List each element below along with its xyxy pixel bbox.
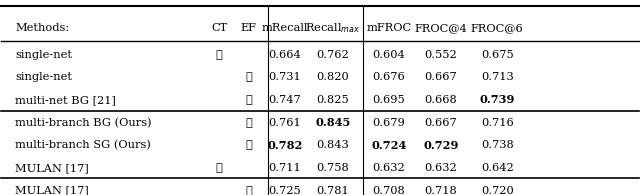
- Text: 0.820: 0.820: [316, 72, 349, 82]
- Text: 0.632: 0.632: [372, 163, 405, 173]
- Text: 0.825: 0.825: [316, 95, 349, 105]
- Text: 0.667: 0.667: [425, 118, 458, 128]
- Text: Recall$_{max}$: Recall$_{max}$: [305, 21, 360, 35]
- Text: CT: CT: [211, 23, 227, 33]
- Text: 0.675: 0.675: [481, 50, 513, 60]
- Text: 0.695: 0.695: [372, 95, 405, 105]
- Text: 0.713: 0.713: [481, 72, 513, 82]
- Text: 0.731: 0.731: [269, 72, 301, 82]
- Text: 0.762: 0.762: [316, 50, 349, 60]
- Text: 0.711: 0.711: [269, 163, 301, 173]
- Text: MULAN [17]: MULAN [17]: [15, 186, 89, 195]
- Text: ✓: ✓: [245, 72, 252, 82]
- Text: 0.676: 0.676: [372, 72, 405, 82]
- Text: ✓: ✓: [216, 163, 223, 173]
- Text: 0.664: 0.664: [269, 50, 301, 60]
- Text: ✓: ✓: [216, 50, 223, 60]
- Text: ✓: ✓: [245, 118, 252, 128]
- Text: 0.668: 0.668: [425, 95, 458, 105]
- Text: 0.782: 0.782: [268, 140, 303, 151]
- Text: 0.632: 0.632: [425, 163, 458, 173]
- Text: EF: EF: [241, 23, 257, 33]
- Text: 0.708: 0.708: [372, 186, 405, 195]
- Text: 0.843: 0.843: [316, 140, 349, 150]
- Text: 0.552: 0.552: [425, 50, 458, 60]
- Text: single-net: single-net: [15, 50, 72, 60]
- Text: multi-branch BG (Ours): multi-branch BG (Ours): [15, 117, 152, 128]
- Text: ✓: ✓: [245, 140, 252, 150]
- Text: mFROC: mFROC: [366, 23, 412, 33]
- Text: multi-net BG [21]: multi-net BG [21]: [15, 95, 116, 105]
- Text: 0.724: 0.724: [371, 140, 406, 151]
- Text: mRecall: mRecall: [262, 23, 308, 33]
- Text: 0.642: 0.642: [481, 163, 513, 173]
- Text: 0.604: 0.604: [372, 50, 405, 60]
- Text: 0.758: 0.758: [316, 163, 349, 173]
- Text: MULAN [17]: MULAN [17]: [15, 163, 89, 173]
- Text: 0.667: 0.667: [425, 72, 458, 82]
- Text: FROC@4: FROC@4: [415, 23, 467, 33]
- Text: 0.729: 0.729: [424, 140, 459, 151]
- Text: 0.781: 0.781: [316, 186, 349, 195]
- Text: multi-branch SG (Ours): multi-branch SG (Ours): [15, 140, 151, 151]
- Text: single-net: single-net: [15, 72, 72, 82]
- Text: FROC@6: FROC@6: [471, 23, 524, 33]
- Text: 0.761: 0.761: [269, 118, 301, 128]
- Text: 0.718: 0.718: [425, 186, 458, 195]
- Text: 0.720: 0.720: [481, 186, 513, 195]
- Text: 0.739: 0.739: [479, 94, 515, 105]
- Text: ✓: ✓: [245, 186, 252, 195]
- Text: 0.738: 0.738: [481, 140, 513, 150]
- Text: 0.845: 0.845: [315, 117, 350, 128]
- Text: ✓: ✓: [245, 95, 252, 105]
- Text: 0.679: 0.679: [372, 118, 405, 128]
- Text: 0.716: 0.716: [481, 118, 513, 128]
- Text: Methods:: Methods:: [15, 23, 70, 33]
- Text: 0.725: 0.725: [269, 186, 301, 195]
- Text: 0.747: 0.747: [269, 95, 301, 105]
